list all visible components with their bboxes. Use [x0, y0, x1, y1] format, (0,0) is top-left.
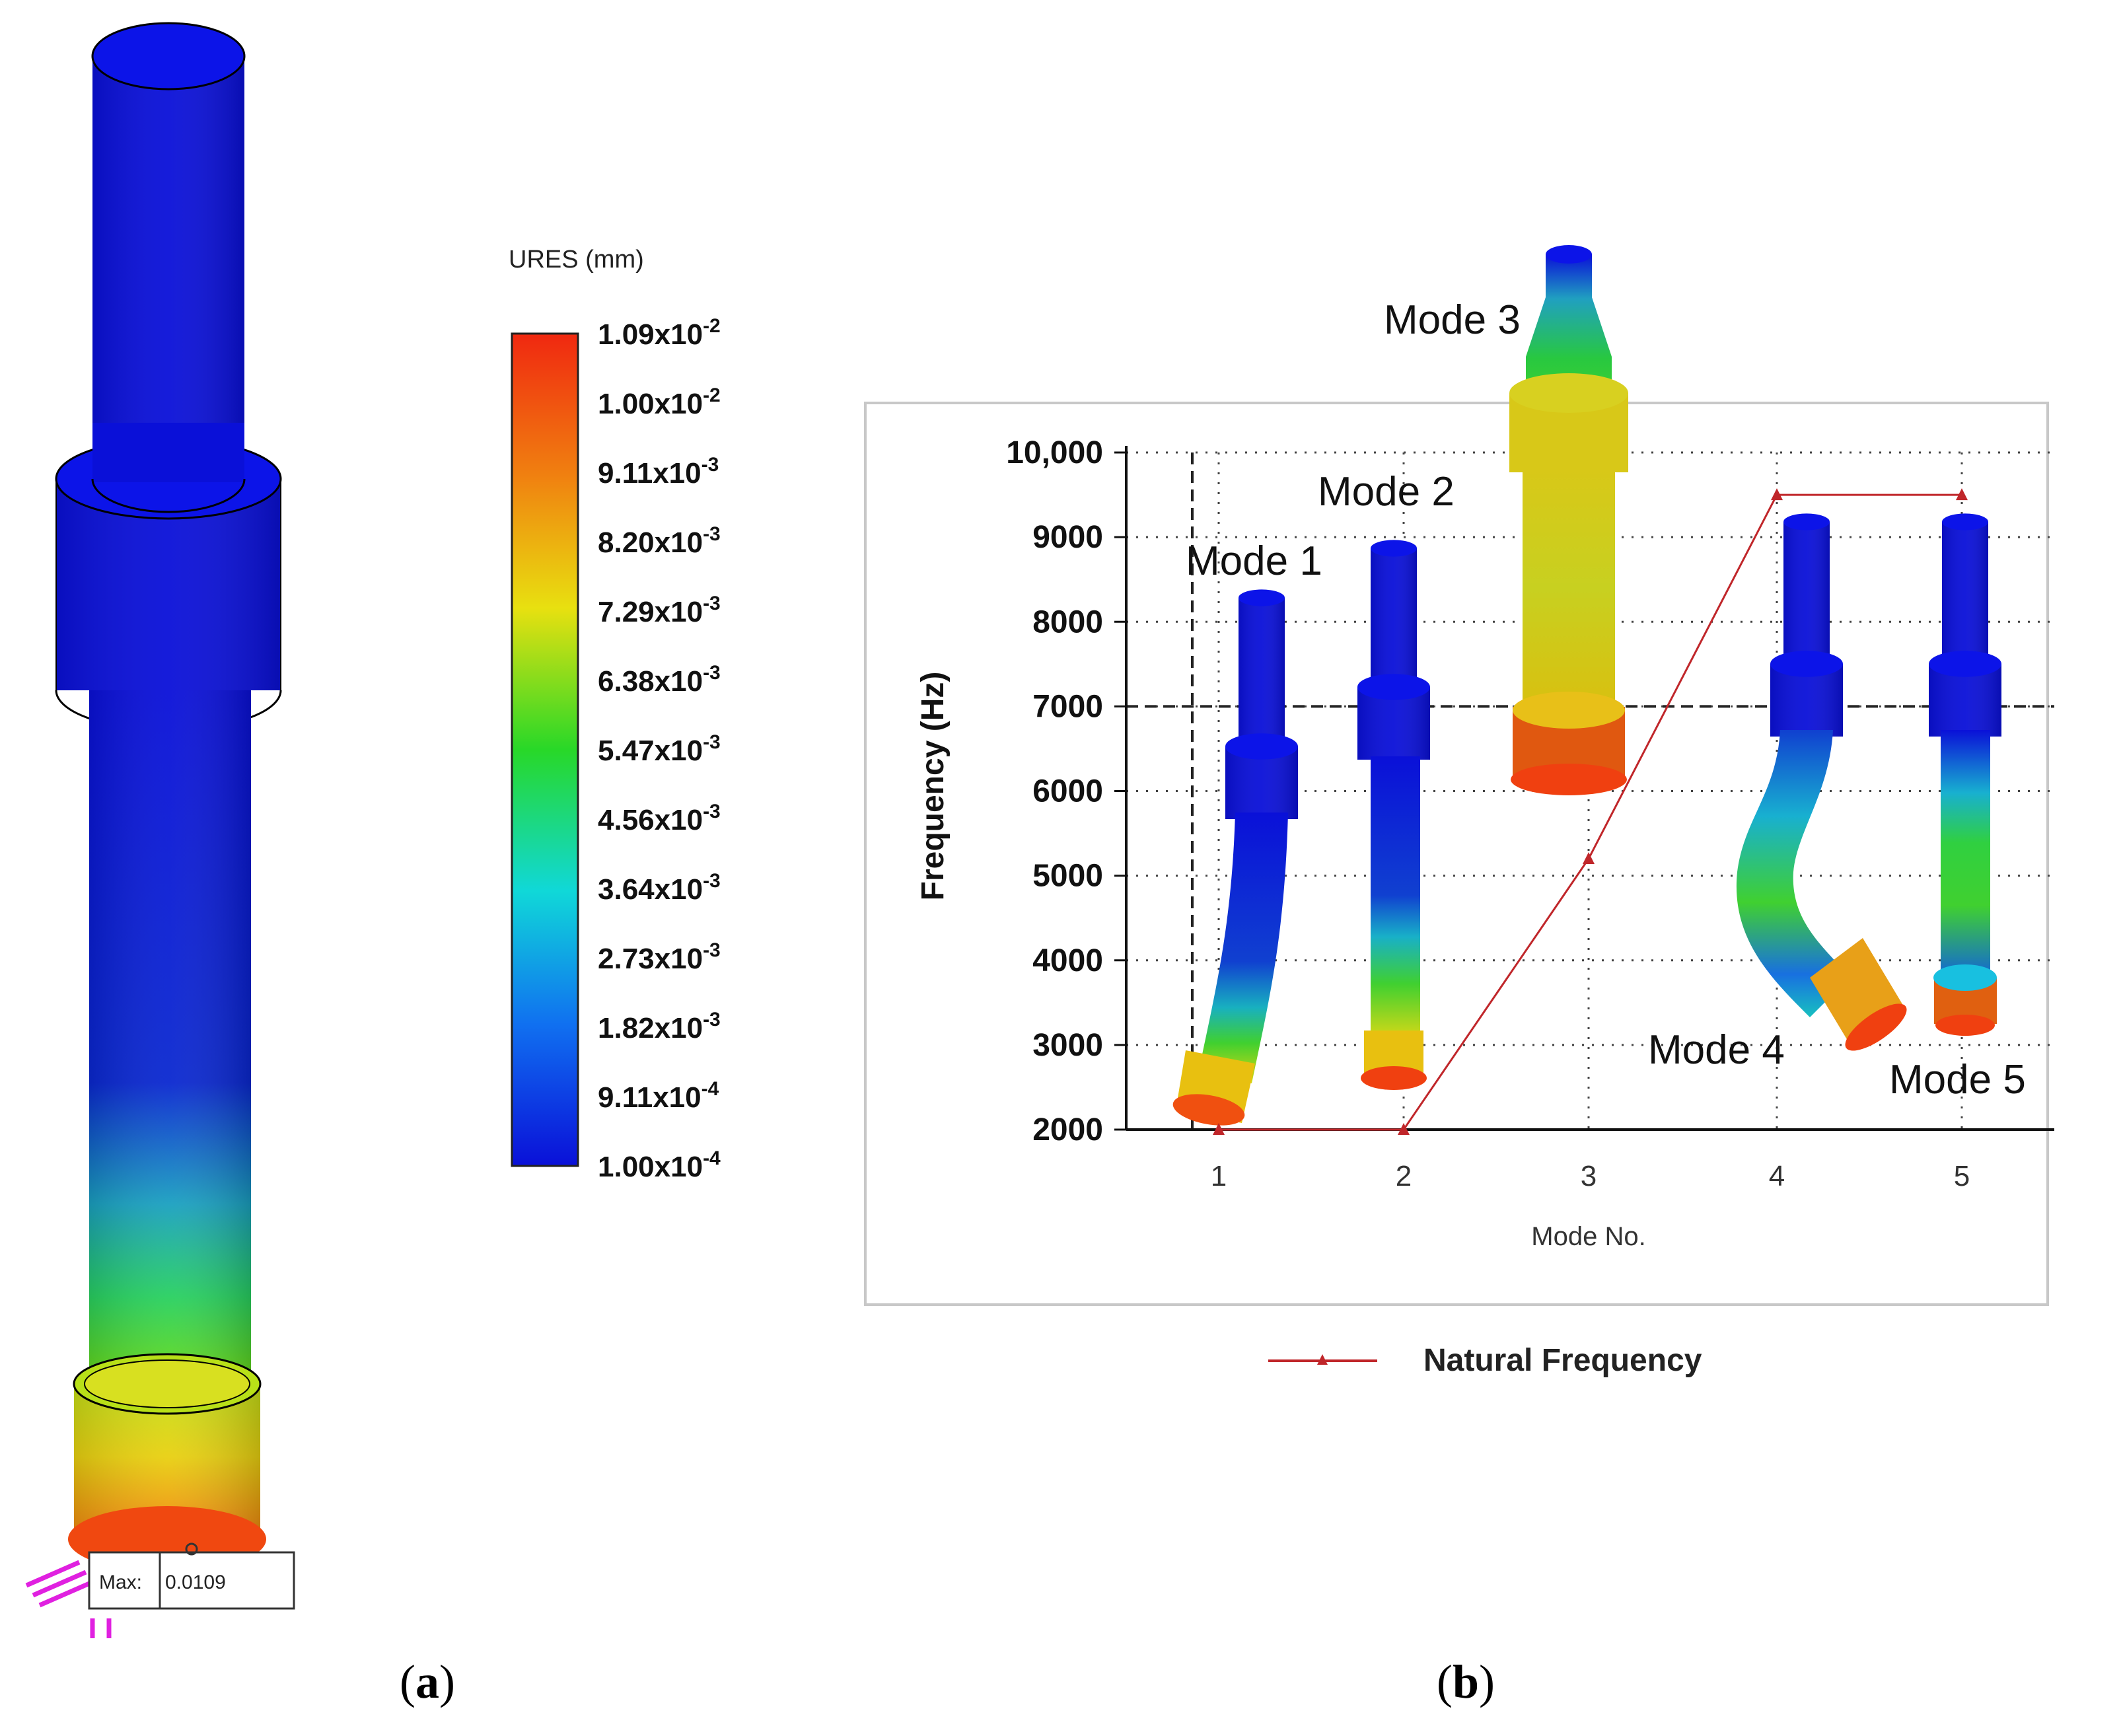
legend-label: 2.73x10-3: [598, 939, 721, 975]
legend-title: URES (mm): [509, 246, 644, 273]
x-tick-label: 3: [1581, 1160, 1597, 1192]
legend-label: 6.38x10-3: [598, 662, 721, 698]
x-tick-label: 5: [1954, 1160, 1970, 1192]
y-tick-label: 10,000: [1006, 435, 1103, 470]
series-legend: Natural Frequency: [1268, 1343, 1702, 1378]
caption-a: (a): [400, 1655, 455, 1708]
series-marker: [1213, 1123, 1225, 1135]
x-axis-label: Mode No.: [1531, 1222, 1645, 1251]
legend-label: 7.29x10-3: [598, 593, 721, 628]
legend-label: 1.00x10-4: [598, 1147, 721, 1183]
legend-label: 4.56x10-3: [598, 801, 721, 836]
mode-label-3: Mode 3: [1384, 297, 1521, 343]
y-tick-label: 9000: [1032, 520, 1103, 555]
y-tick-label: 5000: [1032, 859, 1103, 894]
y-axis-label: Frequency (Hz): [916, 672, 951, 901]
x-tick-labels: 1 2 3 4 5: [1211, 1160, 1970, 1192]
mode-label-5: Mode 5: [1889, 1057, 2026, 1103]
legend-label: 9.11x10-3: [598, 454, 719, 489]
y-tick-label: 7000: [1032, 689, 1103, 724]
max-annotation: Max: 0.0109: [88, 1542, 295, 1610]
legend-label: 1.09x10-2: [598, 315, 721, 351]
chart-frame: [864, 402, 2049, 1306]
legend-label: 9.11x10-4: [598, 1078, 719, 1114]
mode-labels: Mode 1 Mode 2 Mode 3 Mode 4 Mode 5: [1186, 297, 2026, 1103]
y-tick-label: 4000: [1032, 943, 1103, 978]
mode-label-4: Mode 4: [1648, 1027, 1785, 1073]
mode-1-shape: [1172, 589, 1298, 1126]
y-tick-labels: 2000 3000 4000 5000 6000 7000 8000 9000 10,000: [1006, 435, 1103, 1147]
mode-5-shape: [1929, 513, 2001, 1036]
legend-label: 1.00x10-2: [598, 384, 721, 420]
max-value: 0.0109: [165, 1572, 226, 1593]
series-marker: [1956, 488, 1968, 501]
legend-label: 3.64x10-3: [598, 870, 721, 906]
panel-a-shaft-model: Max: 0.0109 (a): [25, 22, 455, 1708]
fixture-arrows-icon: [25, 1560, 112, 1638]
panel-b-chart: 2000 3000 4000 5000 6000 7000 8000 9000 10,000 1…: [864, 245, 2054, 1708]
series-marker: [1398, 1123, 1410, 1135]
color-legend: URES (mm) 1.09x10-2 1.00x10-2 9.11x10-3 8.2…: [509, 246, 721, 1183]
legend-label: 5.47x10-3: [598, 731, 721, 767]
legend-colorbar: [511, 332, 579, 1167]
legend-label: 8.20x10-3: [598, 523, 721, 559]
y-tick-label: 8000: [1032, 604, 1103, 639]
x-tick-label: 4: [1769, 1160, 1785, 1192]
legend-marker-icon: [1317, 1354, 1328, 1365]
x-tick-label: 2: [1396, 1160, 1412, 1192]
y-tick-label: 6000: [1032, 774, 1103, 809]
legend-labels: 1.09x10-2 1.00x10-2 9.11x10-3 8.20x10-3 7.29…: [598, 315, 721, 1183]
caption-b: (b): [1437, 1655, 1495, 1708]
mode-4-shape: [1736, 513, 1907, 1051]
mode-3-shape: [1509, 245, 1628, 795]
x-tick-label: 1: [1211, 1160, 1227, 1192]
mode-label-1: Mode 1: [1186, 538, 1322, 584]
y-tick-label: 2000: [1032, 1112, 1103, 1147]
mode-label-2: Mode 2: [1318, 469, 1455, 515]
series-marker: [1771, 488, 1783, 501]
legend-label: 1.82x10-3: [598, 1009, 721, 1044]
natural-frequency-series: [1213, 488, 1968, 1135]
max-label: Max:: [99, 1572, 142, 1593]
y-tick-label: 3000: [1032, 1028, 1103, 1063]
mode-2-shape: [1357, 540, 1430, 1090]
mode-shape-models: [1172, 245, 2001, 1126]
series-marker: [1583, 852, 1595, 864]
legend-entry: Natural Frequency: [1423, 1343, 1702, 1378]
